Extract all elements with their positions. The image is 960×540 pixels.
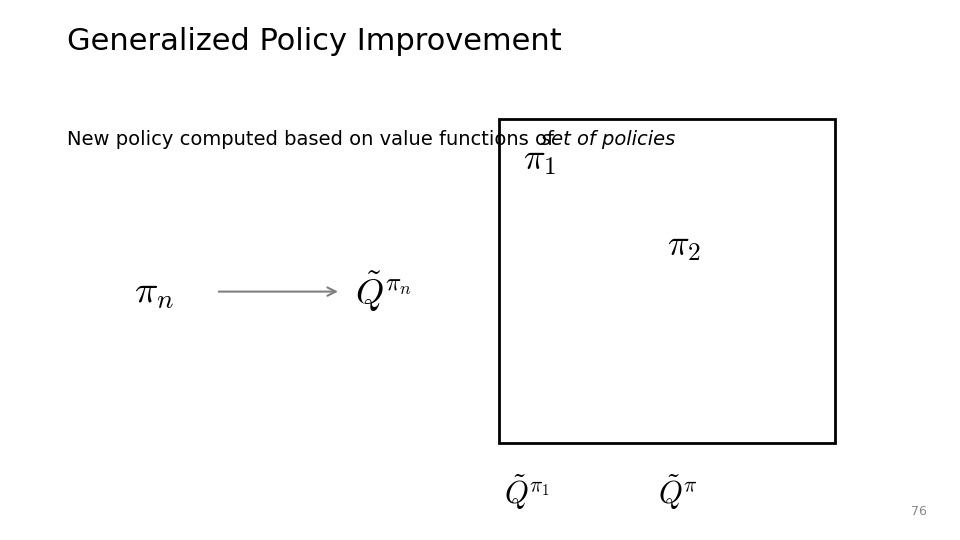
Text: Generalized Policy Improvement: Generalized Policy Improvement	[67, 27, 562, 56]
Text: New policy computed based on value functions of: New policy computed based on value funct…	[67, 130, 561, 148]
Text: set of policies: set of policies	[541, 130, 676, 148]
Text: $\pi_n$: $\pi_n$	[133, 273, 174, 310]
Bar	[499, 119, 835, 443]
Text: 76: 76	[910, 505, 926, 518]
Text: $\pi_1$: $\pi_1$	[523, 143, 557, 177]
Text: $\tilde{Q}^{\pi_n}$: $\tilde{Q}^{\pi_n}$	[355, 269, 412, 314]
Text: $\tilde{Q}^{\pi}$: $\tilde{Q}^{\pi}$	[658, 472, 697, 512]
Text: $\pi_2$: $\pi_2$	[667, 229, 701, 262]
Text: $\tilde{Q}^{\pi_1}$: $\tilde{Q}^{\pi_1}$	[504, 472, 550, 512]
